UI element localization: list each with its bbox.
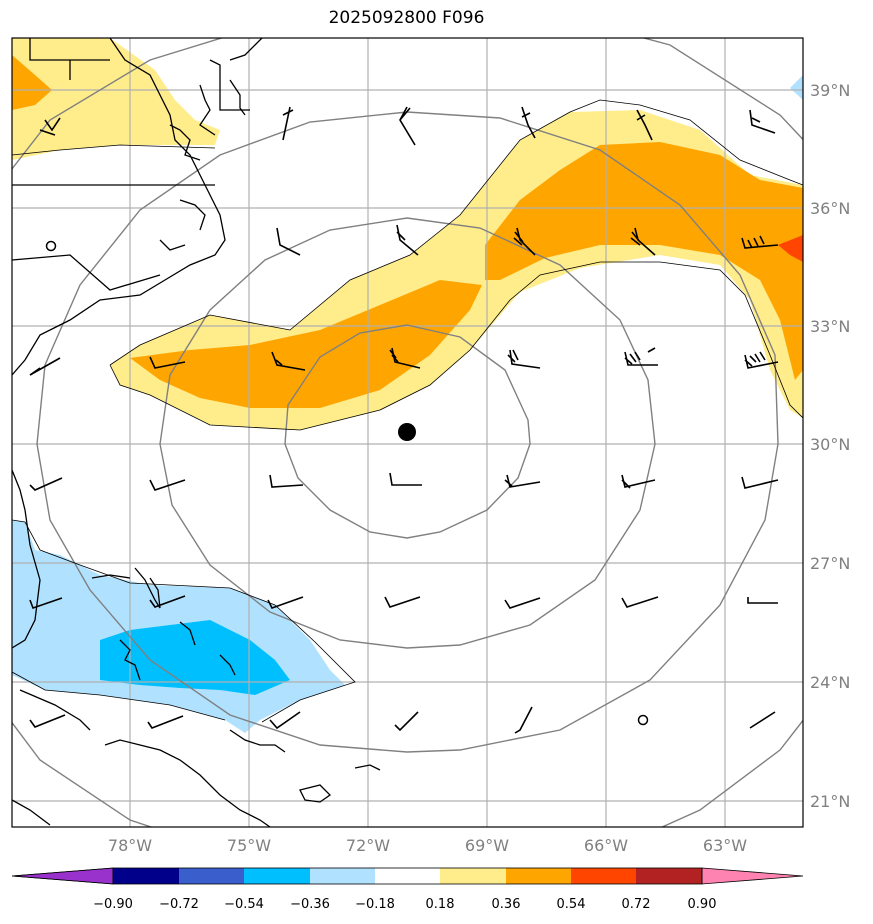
lon-label: 63°W [703,836,747,855]
lat-label: 30°N [810,435,850,454]
latitude-labels: 39°N 36°N 33°N 30°N 27°N 24°N 21°N [810,81,850,811]
calm-wind-marker [637,714,649,726]
graticule [12,38,803,827]
lat-label: 39°N [810,81,850,100]
colorbar-segment [113,868,179,884]
colorbar-segment [440,868,506,884]
calm-wind-marker [45,240,57,252]
contour-nw-yellow [12,38,220,160]
lon-label: 75°W [227,836,271,855]
colorbar-segment [310,868,375,884]
lon-label: 69°W [465,836,509,855]
colorbar-label: 0.18 [426,897,455,912]
contour-orange-east [485,142,803,380]
longitude-labels: 78°W 75°W 72°W 69°W 66°W 63°W [108,836,747,855]
colorbar-segment [11,867,114,885]
colorbar-segment [506,868,571,884]
contour-ne-blue [790,75,803,100]
lat-label: 27°N [810,554,850,573]
colorbar-label: 0.36 [492,897,521,912]
lon-label: 78°W [108,836,152,855]
colorbar-label: 0.72 [622,897,651,912]
lon-label: 72°W [346,836,390,855]
contour-deep-sky-blue [100,620,290,695]
lat-label: 24°N [810,673,850,692]
wind-barbs [29,106,779,734]
contour-lines [12,99,803,723]
contour-nw-orange [12,55,52,110]
map-title: 2025092800 F096 [328,8,485,28]
contour-orange [130,280,482,408]
storm-center-marker [398,423,416,441]
colorbar [11,867,804,885]
colorbar-label: −0.72 [159,897,199,912]
colorbar-segment [571,868,636,884]
colorbar-segment [701,867,804,885]
colorbar-label: 0.90 [688,897,717,912]
colorbar-segment [244,868,310,884]
coastline [12,38,381,827]
colorbar-segment [636,868,702,884]
lat-label: 33°N [810,317,850,336]
lat-label: 21°N [810,792,850,811]
colorbar-segment [179,868,244,884]
colorbar-label: 0.54 [557,897,586,912]
colorbar-label: −0.18 [355,897,395,912]
map-frame [11,37,804,828]
lat-label: 36°N [810,199,850,218]
colorbar-label: −0.54 [224,897,264,912]
range-rings [12,38,803,827]
contour-orange-red [778,235,803,262]
colorbar-label: −0.90 [93,897,133,912]
lon-label: 66°W [584,836,628,855]
colorbar-label: −0.36 [290,897,330,912]
colorbar-segment [375,868,440,884]
colorbar-labels: −0.90 −0.72 −0.54 −0.36 −0.18 0.18 0.36 … [93,897,716,912]
